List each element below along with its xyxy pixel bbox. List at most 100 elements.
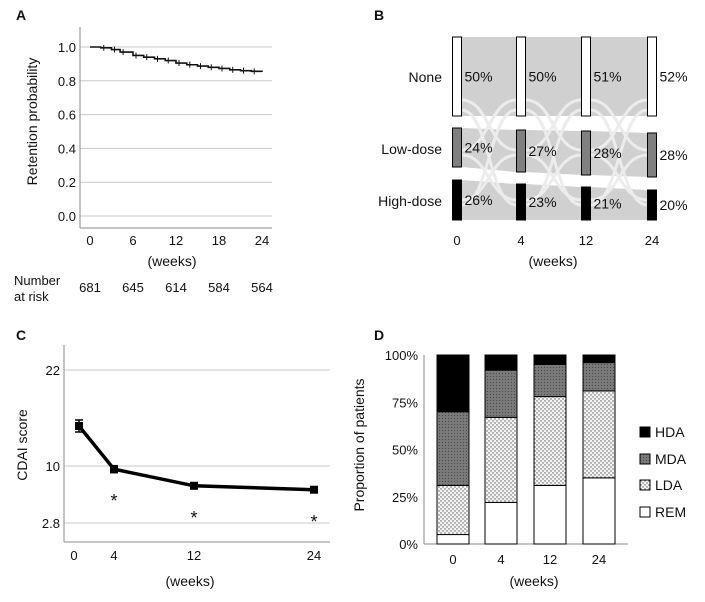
- category-label: Low-dose: [381, 141, 442, 157]
- y-tick-label: 0.8: [58, 74, 76, 89]
- flow-band: [525, 37, 582, 116]
- x-axis-title: (weeks): [509, 573, 558, 589]
- panel-a-retention-chart: 0.0 0.2 0.4 0.6 0.8 1.0 0 6 12 18 24 Retention prob…: [14, 27, 273, 304]
- bar-segment-mda: [533, 363, 567, 398]
- significance-marker: *: [110, 491, 117, 511]
- y-tick-label: 0.2: [58, 175, 76, 190]
- y-tick-label: 0.6: [58, 108, 76, 123]
- x-tick-label: 4: [110, 548, 117, 563]
- node-high-dose: [452, 179, 462, 221]
- panel-b-sankey-chart: 50% 50% 51% 52% 24% 27% 28% 28% 26% 23% 21% 20% None…: [378, 36, 688, 269]
- data-point: [190, 481, 198, 490]
- category-label: High-dose: [378, 193, 442, 209]
- significance-marker: *: [310, 512, 317, 532]
- node-value-label: 24%: [465, 140, 493, 156]
- x-tick-label: 6: [129, 233, 136, 248]
- panel-d-letter: D: [374, 327, 384, 343]
- risk-table-value: 645: [122, 280, 144, 295]
- x-axis-title: (weeks): [528, 253, 577, 269]
- flow-cross: [590, 153, 648, 202]
- risk-table-value: 584: [208, 280, 230, 295]
- x-axis-title: (weeks): [147, 253, 196, 269]
- y-axis-title: Retention probability: [24, 58, 40, 186]
- x-tick-label: 0: [70, 548, 77, 563]
- x-tick-label: 12: [187, 548, 201, 563]
- node-value-label: 23%: [529, 194, 557, 210]
- data-point: [110, 465, 118, 474]
- x-tick-label: 12: [543, 552, 557, 567]
- y-axis-title: Proportion of patients: [351, 378, 367, 511]
- x-tick-label: 0: [453, 233, 460, 248]
- node-low-dose: [516, 129, 526, 173]
- panel-c-letter: C: [16, 327, 26, 343]
- legend-swatch-mda: [639, 453, 651, 465]
- risk-table-value: 564: [251, 280, 273, 295]
- legend-swatch-lda: [639, 479, 651, 491]
- flow-cross: [525, 108, 582, 207]
- legend-label: MDA: [655, 451, 687, 467]
- flow-cross: [590, 98, 648, 152]
- x-tick-label: 18: [212, 233, 226, 248]
- x-tick-label: 24: [307, 548, 321, 563]
- x-tick-label: 4: [517, 233, 524, 248]
- data-point: [310, 485, 318, 494]
- legend-label: LDA: [655, 477, 683, 493]
- bar-segment-lda: [582, 390, 616, 479]
- risk-table-label: Number: [14, 273, 61, 288]
- y-tick-label: 2.8: [42, 516, 60, 531]
- y-tick-label: 0.0: [58, 209, 76, 224]
- bar-segment-rem: [436, 534, 470, 545]
- node-low-dose: [647, 132, 657, 178]
- y-tick-label: 10: [46, 459, 60, 474]
- x-tick-label: 0: [449, 552, 456, 567]
- bar-segment-hda: [484, 354, 518, 371]
- data-point: [75, 422, 83, 430]
- y-tick-label: 100%: [385, 348, 419, 363]
- bar-segment-hda: [436, 354, 470, 413]
- node-none: [647, 36, 657, 117]
- cdai-line: [77, 424, 315, 492]
- x-tick-label: 0: [86, 233, 93, 248]
- flow-cross: [525, 153, 582, 202]
- bar-segment-rem: [533, 484, 567, 545]
- bar-segment-lda: [484, 416, 518, 503]
- flow-band: [590, 37, 648, 116]
- y-tick-label: 0%: [399, 537, 418, 552]
- flow-cross: [461, 153, 517, 202]
- node-value-label: 50%: [529, 69, 557, 85]
- y-tick-label: 1.0: [58, 40, 76, 55]
- flow-cross: [461, 98, 517, 152]
- risk-table-value: 614: [165, 280, 187, 295]
- bar-segment-mda: [582, 362, 616, 392]
- y-tick-label: 50%: [392, 443, 418, 458]
- node-high-dose: [516, 183, 526, 221]
- node-value-label: 21%: [594, 196, 622, 212]
- panel-a-letter: A: [16, 7, 26, 23]
- legend-label: REM: [655, 504, 686, 520]
- legend-swatch-rem: [639, 506, 651, 518]
- node-none: [581, 36, 591, 117]
- significance-marker: *: [190, 508, 197, 528]
- category-label: None: [409, 69, 443, 85]
- node-value-label: 27%: [529, 143, 557, 159]
- node-value-label: 28%: [594, 145, 622, 161]
- flow-cross: [590, 108, 648, 207]
- x-axis-title: (weeks): [165, 573, 214, 589]
- node-none: [516, 36, 526, 117]
- node-value-label: 50%: [465, 69, 493, 85]
- node-value-label: 52%: [660, 69, 688, 85]
- node-none: [452, 36, 462, 117]
- bar-segment-mda: [436, 411, 470, 486]
- node-high-dose: [647, 189, 657, 221]
- legend-swatch-hda: [639, 426, 651, 438]
- bar-segment-hda: [582, 354, 616, 364]
- legend-label: HDA: [655, 424, 685, 440]
- flow-cross: [461, 108, 517, 207]
- x-tick-label: 24: [592, 552, 606, 567]
- node-value-label: 26%: [465, 192, 493, 208]
- node-high-dose: [581, 186, 591, 221]
- bar-segment-lda: [533, 396, 567, 486]
- x-tick-label: 24: [645, 233, 659, 248]
- bar-segment-mda: [484, 369, 518, 418]
- risk-table-label: at risk: [14, 289, 49, 304]
